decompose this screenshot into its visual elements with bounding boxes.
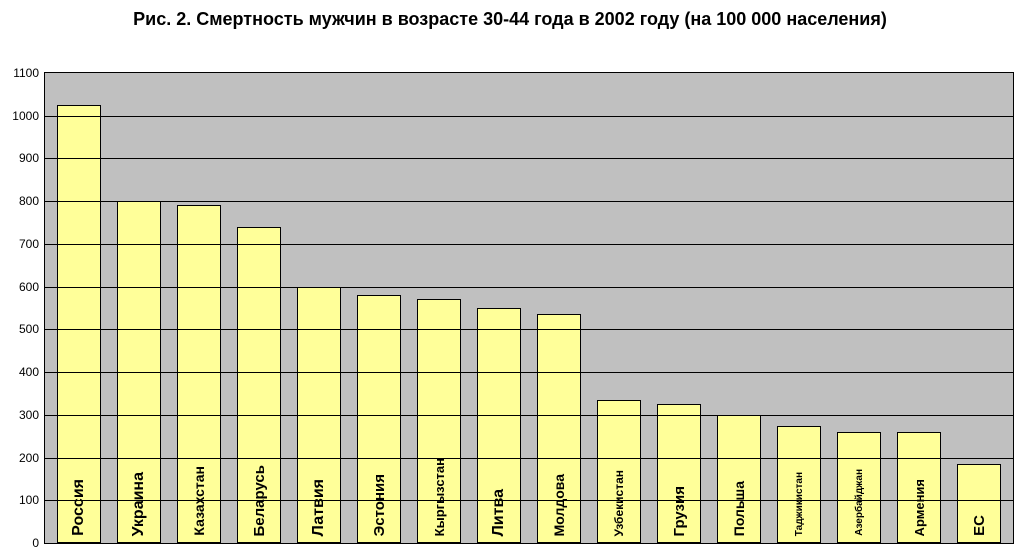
- bar-slot: Литва: [469, 73, 529, 543]
- bar-label: Грузия: [671, 480, 688, 542]
- ytick-label: 700: [19, 237, 39, 251]
- bar-label: Молдова: [551, 468, 567, 542]
- bar-label: Азербайджан: [854, 463, 865, 542]
- gridline: [45, 458, 1013, 459]
- gridline: [45, 244, 1013, 245]
- ytick-label: 300: [19, 408, 39, 422]
- bar-label: Россия: [70, 473, 88, 542]
- bar-slot: Россия: [49, 73, 109, 543]
- bar-slot: ЕС: [949, 73, 1009, 543]
- bar: Грузия: [657, 404, 700, 543]
- bar: Польша: [717, 415, 760, 543]
- bar-slot: Азербайджан: [829, 73, 889, 543]
- bar-label: Эстония: [371, 468, 388, 542]
- gridline: [45, 500, 1013, 501]
- ytick-label: 400: [19, 365, 39, 379]
- bar: Армения: [897, 432, 940, 543]
- gridline: [45, 201, 1013, 202]
- bar-slot: Беларусь: [229, 73, 289, 543]
- bar-slot: Латвия: [289, 73, 349, 543]
- gridline: [45, 287, 1013, 288]
- ytick-label: 100: [19, 493, 39, 507]
- bar: Молдова: [537, 314, 580, 543]
- plot-area: Россия Украина Казахстан Беларусь Латвия Эсто…: [44, 72, 1014, 544]
- bar-slot: Узбекистан: [589, 73, 649, 543]
- bar: Эстония: [357, 295, 400, 543]
- bar: Беларусь: [237, 227, 280, 543]
- ytick-label: 1000: [12, 109, 39, 123]
- gridline: [45, 415, 1013, 416]
- bar-slot: Казахстан: [169, 73, 229, 543]
- bar-label: Таджикистан: [794, 466, 805, 542]
- bar: Кыргызстан: [417, 299, 460, 543]
- gridline: [45, 116, 1013, 117]
- ytick-label: 0: [32, 536, 39, 550]
- bar-label: Литва: [490, 483, 508, 542]
- chart-container: Рис. 2. Смертность мужчин в возрасте 30-…: [0, 0, 1020, 550]
- bar-slot: Эстония: [349, 73, 409, 543]
- bar: ЕС: [957, 464, 1000, 543]
- bar-slot: Польша: [709, 73, 769, 543]
- bar-slot: Украина: [109, 73, 169, 543]
- ytick-label: 500: [19, 322, 39, 336]
- bar: Таджикистан: [777, 426, 820, 544]
- gridline: [45, 372, 1013, 373]
- bar-label: Армения: [912, 473, 927, 542]
- bar: Узбекистан: [597, 400, 640, 543]
- chart-title: Рис. 2. Смертность мужчин в возрасте 30-…: [0, 0, 1020, 35]
- ytick-label: 600: [19, 280, 39, 294]
- bar-slot: Грузия: [649, 73, 709, 543]
- bar: Азербайджан: [837, 432, 880, 543]
- gridline: [45, 329, 1013, 330]
- ytick-label: 800: [19, 194, 39, 208]
- bar: Россия: [57, 105, 100, 543]
- bar-label: Украина: [130, 466, 148, 542]
- bar: Казахстан: [177, 205, 220, 543]
- ytick-label: 1100: [13, 66, 39, 80]
- bar-slot: Таджикистан: [769, 73, 829, 543]
- bar-slot: Молдова: [529, 73, 589, 543]
- bar-label: Польша: [731, 475, 747, 542]
- bar-label: Латвия: [310, 473, 328, 542]
- bar-label: Кыргызстан: [432, 452, 447, 542]
- bar-label: Узбекистан: [612, 464, 626, 542]
- bar-slot: Армения: [889, 73, 949, 543]
- bar: Литва: [477, 308, 520, 543]
- bars-group: Россия Украина Казахстан Беларусь Латвия Эсто…: [45, 73, 1013, 543]
- bar-slot: Кыргызстан: [409, 73, 469, 543]
- gridline: [45, 158, 1013, 159]
- ytick-label: 200: [19, 451, 39, 465]
- ytick-label: 900: [19, 151, 39, 165]
- bar-label: ЕС: [971, 509, 988, 542]
